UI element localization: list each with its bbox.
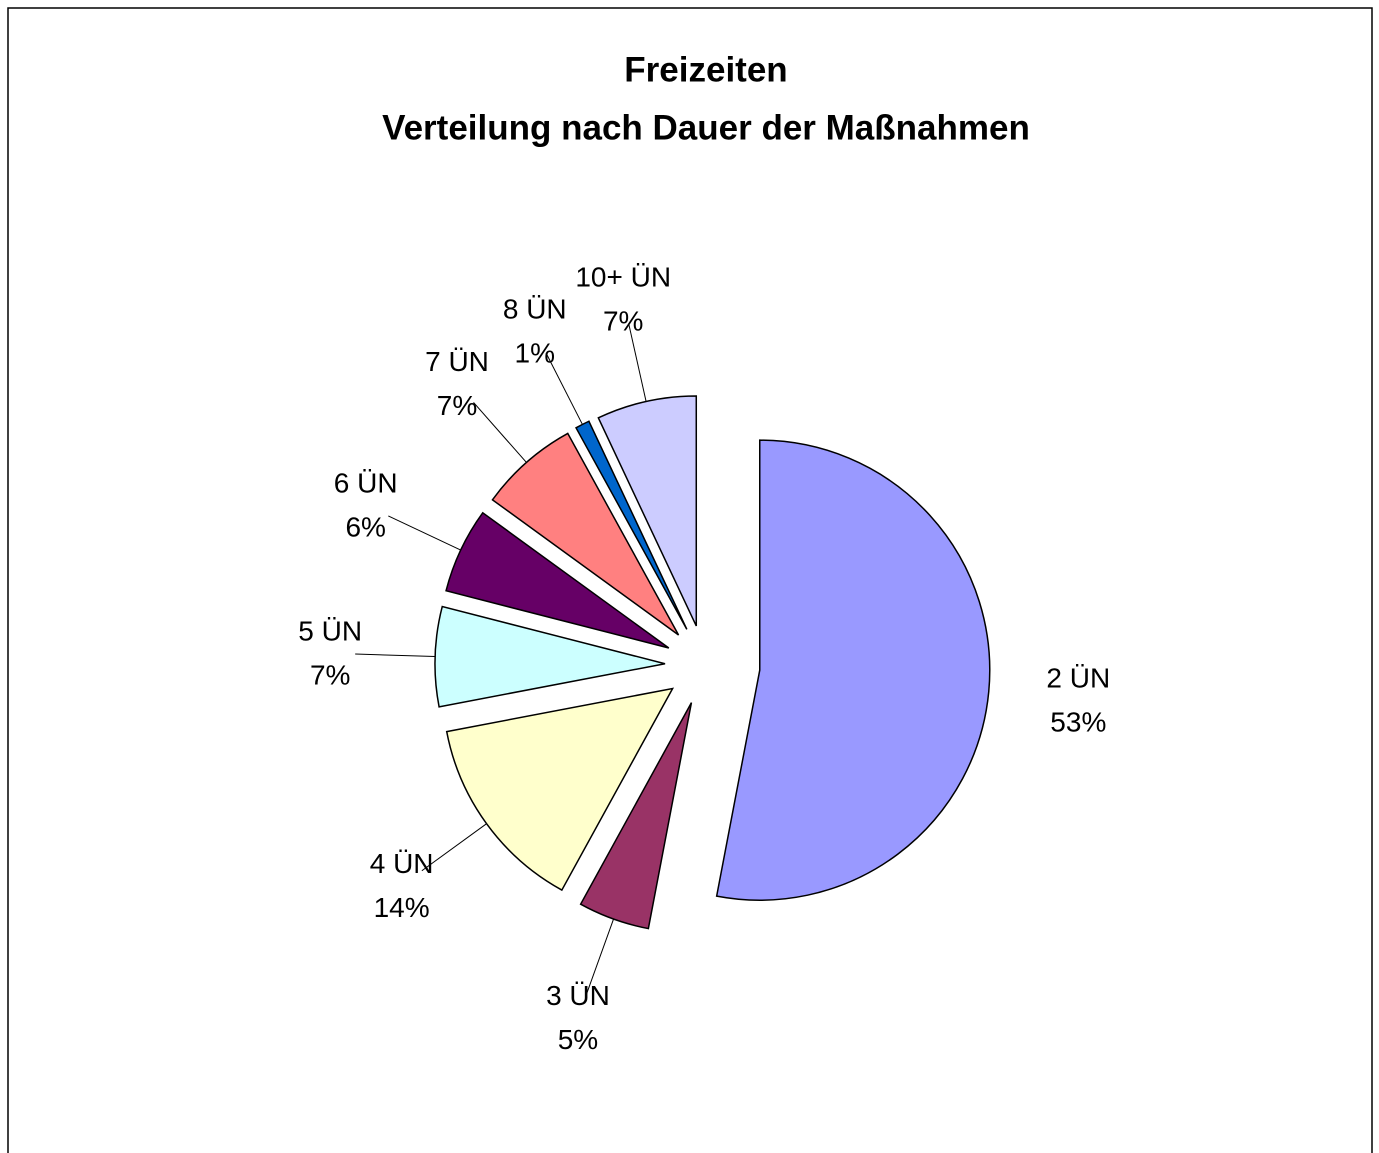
slice-label: 7 ÜN	[425, 346, 489, 377]
slice-value: 7%	[603, 305, 643, 336]
pie-slice	[445, 511, 670, 649]
slice-label: 8 ÜN	[503, 293, 567, 324]
slice-label: 10+ ÜN	[575, 261, 671, 292]
pie-slice	[579, 702, 693, 930]
pie-slice	[491, 432, 680, 636]
slice-value: 7%	[310, 660, 350, 691]
leader-line	[473, 402, 527, 463]
leader-line	[545, 352, 583, 425]
pie-slice	[715, 439, 991, 901]
slice-label: 4 ÜN	[370, 848, 434, 879]
slice-value: 1%	[515, 337, 555, 368]
slice-value: 7%	[437, 390, 477, 421]
chart-border	[7, 7, 1373, 1153]
pie-slice	[575, 420, 688, 630]
pie-slice	[434, 605, 666, 708]
slice-value: 6%	[345, 512, 385, 543]
leader-line	[355, 653, 436, 658]
slice-label: 6 ÜN	[334, 468, 398, 499]
chart-title: Verteilung nach Dauer der Maßnahmen	[382, 108, 1030, 147]
slice-value: 53%	[1050, 707, 1106, 738]
slice-value: 14%	[374, 892, 430, 923]
slice-label: 5 ÜN	[298, 616, 362, 647]
pie-slice	[445, 687, 675, 892]
slice-label: 2 ÜN	[1046, 663, 1110, 694]
leader-line	[628, 323, 647, 402]
pie-slice	[597, 395, 698, 627]
leader-line	[421, 823, 487, 872]
slice-label: 3 ÜN	[546, 980, 610, 1011]
slice-value: 5%	[558, 1024, 598, 1055]
leader-line	[585, 918, 615, 995]
chart-title: Freizeiten	[624, 50, 787, 89]
leader-line	[388, 515, 461, 551]
